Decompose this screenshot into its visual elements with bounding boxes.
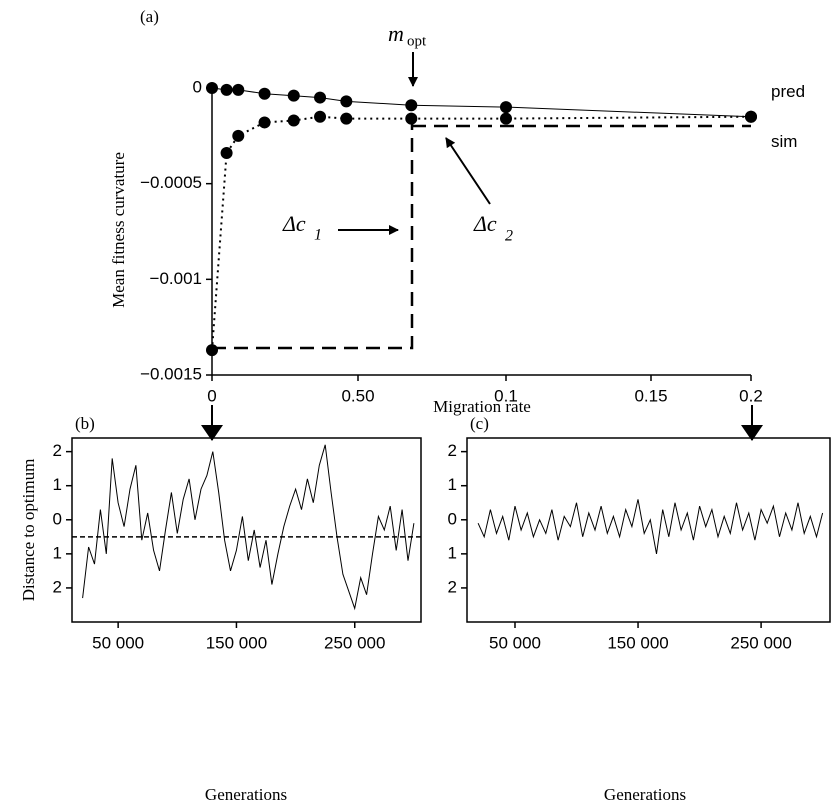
- data-point: [340, 95, 353, 108]
- data-point: [314, 110, 327, 123]
- delta-c2: Δc: [473, 211, 497, 236]
- plot-frame: [466, 437, 831, 623]
- x-axis-label: Migration rate: [433, 397, 531, 416]
- y-tick-label: −0.001: [150, 269, 202, 288]
- data-point: [232, 83, 245, 96]
- m-opt-sub: opt: [407, 33, 427, 49]
- panel-label: (c): [470, 414, 489, 433]
- data-point: [405, 99, 418, 112]
- y-tick-label: 1: [53, 543, 62, 562]
- series-label: sim: [771, 132, 797, 151]
- y-tick-label: 2: [448, 441, 457, 460]
- x-tick-label: 0.15: [634, 386, 667, 405]
- delta-c1-sub: 1: [314, 227, 322, 244]
- y-axis-label: Mean fitness curvature: [109, 152, 128, 308]
- y-tick-label: 1: [448, 543, 457, 562]
- data-point: [258, 116, 271, 129]
- data-point: [745, 110, 757, 123]
- y-tick-label: 2: [53, 441, 62, 460]
- data-point: [287, 114, 300, 127]
- data-point: [500, 112, 512, 125]
- x-tick-label: 0.1: [494, 386, 518, 405]
- m-opt: m: [388, 21, 404, 46]
- data-point: [206, 344, 218, 357]
- x-tick-label: 250 000: [324, 633, 385, 652]
- data-point: [405, 112, 418, 125]
- y-tick-label: 2: [53, 577, 62, 596]
- arrow: [445, 137, 491, 205]
- data-point: [500, 101, 512, 114]
- y-tick-label: −0.0015: [140, 364, 202, 383]
- delta-c2-sub: 2: [505, 228, 513, 245]
- data-line: [82, 444, 415, 611]
- data-point: [206, 82, 218, 94]
- plot-frame: [71, 437, 422, 623]
- data-point: [340, 112, 353, 125]
- data-point: [232, 129, 245, 142]
- x-tick-label: 150 000: [206, 633, 267, 652]
- delta-c1-guide: [212, 120, 414, 350]
- y-tick-label: 1: [53, 475, 62, 494]
- y-axis-label: Distance to optimum: [19, 459, 38, 602]
- x-axis-label: Generations: [604, 785, 686, 804]
- y-tick-label: 0: [53, 509, 62, 528]
- data-point: [287, 89, 300, 102]
- x-tick-label: 50 000: [489, 633, 541, 652]
- panel-label: (a): [140, 7, 159, 26]
- y-tick-label: 0: [193, 77, 202, 96]
- y-tick-label: −0.0005: [140, 173, 202, 192]
- y-tick-label: 0: [448, 509, 457, 528]
- y-tick-label: 2: [448, 577, 457, 596]
- data-point: [314, 91, 327, 104]
- data-point: [220, 147, 233, 160]
- x-axis-label: Generations: [205, 785, 287, 804]
- data-point: [258, 87, 271, 100]
- x-tick-label: 50 000: [92, 633, 144, 652]
- data-line: [477, 499, 824, 554]
- data-point: [220, 83, 233, 96]
- series-label: pred: [771, 82, 805, 101]
- x-tick-label: 0.2: [739, 386, 763, 405]
- y-tick-label: 1: [448, 475, 457, 494]
- x-tick-label: 250 000: [730, 633, 791, 652]
- panel-label: (b): [75, 414, 95, 433]
- x-tick-label: 150 000: [607, 633, 668, 652]
- x-tick-label: 0: [207, 386, 216, 405]
- x-tick-label: 0.50: [341, 386, 374, 405]
- delta-c1: Δc: [282, 211, 306, 236]
